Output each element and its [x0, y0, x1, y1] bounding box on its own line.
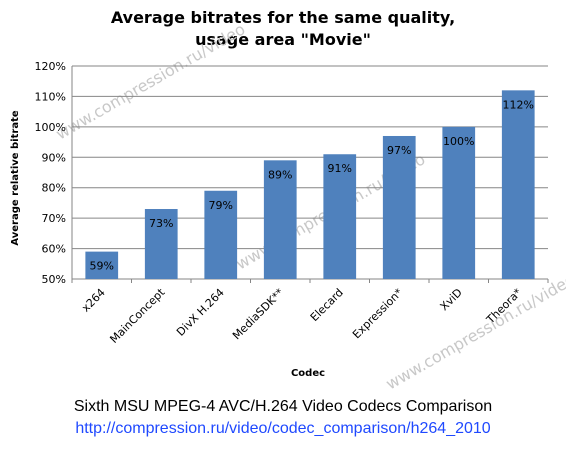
bar: [144, 209, 178, 279]
x-tick-label: XviD: [438, 286, 465, 313]
bar: [442, 126, 476, 279]
y-tick-label: 50%: [42, 273, 66, 286]
x-axis-title: Codec: [291, 368, 325, 379]
x-tick-label: MediaSDK**: [230, 286, 287, 343]
y-tick-label: 110%: [35, 90, 66, 103]
bar-value-label: 112%: [503, 98, 534, 111]
bar-value-label: 73%: [149, 217, 173, 230]
footer-caption: Sixth MSU MPEG-4 AVC/H.264 Video Codecs …: [73, 398, 493, 415]
bar-value-label: 100%: [443, 135, 474, 148]
y-tick-label: 60%: [42, 243, 66, 256]
bar: [263, 160, 297, 279]
bar: [323, 154, 357, 279]
bar: [85, 251, 119, 279]
bar-value-label: 97%: [387, 144, 411, 157]
y-tick-label: 80%: [42, 182, 66, 195]
watermark-text: www.compression.ru/video: [53, 19, 249, 143]
footer-url: http://compression.ru/video/codec_compar…: [75, 420, 491, 437]
y-tick-label: 120%: [35, 60, 66, 73]
x-tick-label: x264: [79, 286, 108, 315]
y-tick-label: 100%: [35, 121, 66, 134]
watermark-text: www.compression.ru/video: [383, 269, 566, 393]
bar-value-label: 79%: [209, 199, 233, 212]
bar: [382, 135, 416, 279]
bar-value-label: 91%: [328, 162, 352, 175]
y-tick-label: 90%: [42, 151, 66, 164]
bar: [501, 90, 535, 279]
x-tick-label: Expression*: [350, 286, 406, 342]
x-tick-label: Elecard: [308, 286, 346, 324]
chart-title-line2: usage area "Movie": [195, 30, 371, 49]
bar: [204, 190, 238, 279]
x-tick-label: DivX H.264: [174, 286, 227, 339]
y-axis-title: Average relative bitrate: [10, 110, 21, 245]
bar-value-label: 89%: [268, 168, 292, 181]
y-tick-label: 70%: [42, 212, 66, 225]
x-tick-label: MainConcept: [107, 285, 167, 345]
chart-title-line1: Average bitrates for the same quality,: [110, 8, 456, 27]
bar-value-label: 59%: [90, 260, 114, 273]
